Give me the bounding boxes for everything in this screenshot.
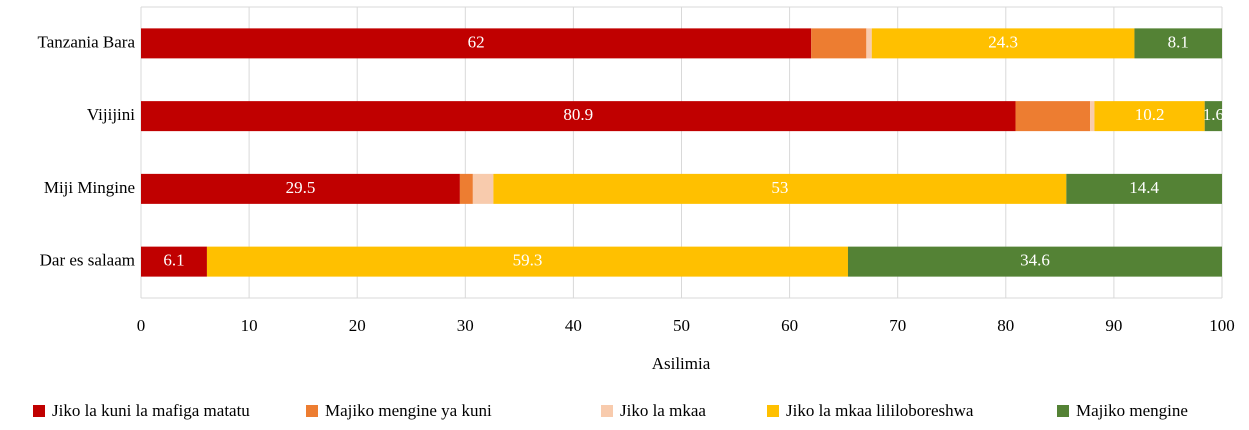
legend-swatch — [767, 405, 779, 417]
bar-segment — [493, 173, 1067, 204]
data-label: 24.3 — [988, 32, 1018, 51]
legend-label: Jiko la kuni la mafiga matatu — [52, 401, 250, 420]
bar-segment — [1134, 28, 1222, 59]
legend-label: Majiko mengine — [1076, 401, 1188, 420]
bar-segment — [141, 28, 812, 59]
data-label: 59.3 — [513, 251, 543, 270]
bar-segment — [847, 246, 1222, 277]
legend-swatch — [33, 405, 45, 417]
legend-label: Jiko la mkaa lililoboreshwa — [786, 401, 974, 420]
bar-segment — [811, 28, 867, 59]
legend-label: Jiko la mkaa — [620, 401, 706, 420]
y-tick-label: Miji Mingine — [44, 178, 135, 197]
legend-swatch — [1057, 405, 1069, 417]
x-tick-label: 80 — [997, 316, 1014, 335]
data-label: 8.1 — [1168, 32, 1189, 51]
x-tick-label: 30 — [457, 316, 474, 335]
x-tick-label: 60 — [781, 316, 798, 335]
bar-segment — [866, 28, 872, 59]
data-label: 10.2 — [1135, 105, 1165, 124]
bar-segment — [459, 173, 473, 204]
x-tick-label: 20 — [349, 316, 366, 335]
legend-swatch — [601, 405, 613, 417]
x-tick-label: 90 — [1105, 316, 1122, 335]
legend-label: Majiko mengine ya kuni — [325, 401, 492, 420]
bar-segment — [1066, 173, 1222, 204]
y-tick-label: Dar es salaam — [40, 251, 135, 270]
bar-segment — [206, 246, 848, 277]
x-tick-label: 70 — [889, 316, 906, 335]
x-tick-label: 50 — [673, 316, 690, 335]
y-tick-label: Tanzania Bara — [38, 32, 136, 51]
data-label: 14.4 — [1129, 178, 1159, 197]
data-label: 6.1 — [163, 251, 184, 270]
bar-segment — [871, 28, 1135, 59]
data-label: 62 — [468, 32, 485, 51]
x-tick-label: 10 — [241, 316, 258, 335]
bar-segment — [141, 173, 460, 204]
bar-segment — [141, 101, 1016, 132]
x-tick-label: 100 — [1209, 316, 1235, 335]
legend-swatch — [306, 405, 318, 417]
data-label: 29.5 — [286, 178, 316, 197]
data-label: 53 — [771, 178, 788, 197]
x-tick-label: 40 — [565, 316, 582, 335]
y-tick-label: Vijijini — [87, 105, 135, 124]
x-axis-title: Asilimia — [652, 354, 711, 373]
bar-segment — [472, 173, 494, 204]
bar-segment — [141, 246, 207, 277]
data-label: 34.6 — [1020, 251, 1050, 270]
x-tick-label: 0 — [137, 316, 146, 335]
bar-segment — [1204, 101, 1222, 132]
bar-segment — [1090, 101, 1095, 132]
data-label: 80.9 — [563, 105, 593, 124]
data-label: 1.6 — [1203, 105, 1224, 124]
bar-segment — [1015, 101, 1091, 132]
bar-segment — [1094, 101, 1205, 132]
